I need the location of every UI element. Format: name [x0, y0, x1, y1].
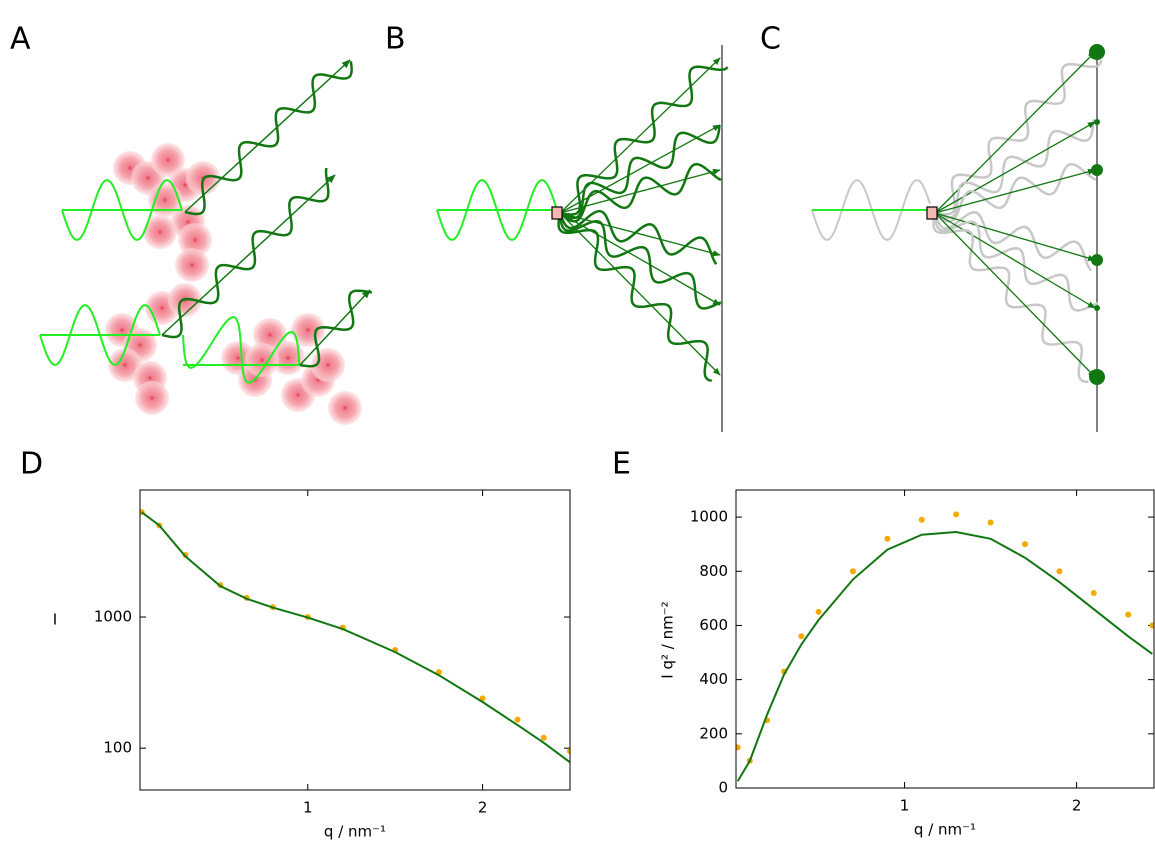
fit-line	[141, 511, 570, 764]
data-point	[815, 608, 822, 615]
plot-frame	[735, 489, 1155, 789]
wave	[934, 162, 1097, 223]
y-tick-label: 800	[699, 562, 728, 580]
data-point	[514, 716, 521, 723]
detector-spot	[1089, 44, 1105, 60]
particle	[151, 143, 185, 177]
ray	[559, 212, 721, 306]
wave	[184, 61, 353, 216]
wave	[933, 211, 1093, 272]
wave	[559, 125, 721, 220]
particle	[328, 391, 362, 425]
y-tick-label: 400	[699, 670, 728, 688]
y-tick-label: 200	[699, 724, 728, 742]
sample	[551, 206, 563, 220]
sample	[926, 206, 938, 220]
panel-label: D	[20, 447, 43, 482]
diagrams	[39, 44, 1105, 432]
panel-label: C	[760, 22, 781, 57]
chart: E 1 2 0 200 400 600 800 1000 q / nm⁻¹ I q² / nm⁻²	[612, 447, 1155, 839]
y-tick-label: 1000	[690, 508, 728, 526]
wave	[558, 212, 722, 310]
particle	[135, 381, 169, 415]
wave	[161, 167, 330, 339]
ray	[559, 124, 721, 214]
y-tick-label: 0	[718, 779, 728, 797]
wave	[934, 59, 1103, 216]
y-axis-label: I	[53, 611, 57, 629]
wave	[811, 179, 931, 241]
wave	[932, 212, 1089, 384]
panel-label: A	[10, 22, 31, 57]
particle	[143, 215, 177, 249]
data-point	[736, 744, 741, 751]
ray	[934, 212, 1096, 378]
ray	[934, 212, 1096, 309]
y-tick-label: 600	[699, 616, 728, 634]
data-point	[884, 535, 891, 542]
y-axis-label: I q² / nm⁻²	[659, 601, 677, 678]
plot-frame	[139, 489, 571, 791]
x-tick-label: 2	[478, 799, 488, 817]
ray	[184, 59, 351, 213]
y-tick-label: 1000	[94, 608, 132, 626]
detector-spot	[1094, 305, 1100, 311]
wave	[934, 119, 1095, 220]
wave	[557, 212, 713, 382]
data-point	[1056, 568, 1063, 575]
ray	[934, 168, 1096, 214]
wave	[299, 289, 373, 368]
fit-line	[736, 530, 1153, 782]
particle	[178, 223, 212, 257]
data-point	[849, 568, 856, 575]
particle	[175, 248, 209, 282]
particle	[108, 348, 142, 382]
data-point	[918, 516, 925, 523]
data-point	[1125, 611, 1132, 618]
data-point	[479, 695, 486, 702]
panel-label: E	[612, 447, 631, 482]
chart: D 1 2 100 1000 q / nm⁻¹ I	[20, 447, 571, 841]
data-point	[1090, 589, 1097, 596]
wave	[559, 162, 722, 223]
data-point	[987, 519, 994, 526]
data-point	[540, 734, 547, 741]
particle	[271, 341, 305, 375]
wave	[559, 65, 729, 216]
detector-spot	[1094, 119, 1100, 125]
ray	[559, 212, 721, 257]
particle	[245, 343, 279, 377]
particle	[148, 183, 182, 217]
x-axis-label: q / nm⁻¹	[914, 821, 976, 839]
ray	[559, 168, 721, 214]
data-point	[1149, 622, 1154, 629]
data-point	[953, 511, 960, 518]
detector-spot	[1091, 254, 1103, 266]
data-point	[567, 748, 570, 755]
y-tick-label: 100	[103, 739, 132, 757]
ray	[934, 121, 1096, 214]
data-point	[798, 633, 805, 640]
ray	[161, 174, 336, 336]
ray	[559, 212, 721, 376]
wave	[933, 212, 1099, 312]
detector-spot	[1089, 369, 1105, 385]
x-tick-label: 1	[303, 799, 313, 817]
ray	[934, 212, 1096, 262]
x-tick-label: 1	[900, 797, 910, 815]
x-tick-label: 2	[1072, 797, 1082, 815]
wave	[558, 209, 718, 265]
panel-label: B	[385, 22, 406, 57]
x-axis-label: q / nm⁻¹	[324, 823, 386, 841]
data-point	[1021, 541, 1028, 548]
detector-spot	[1091, 164, 1103, 176]
